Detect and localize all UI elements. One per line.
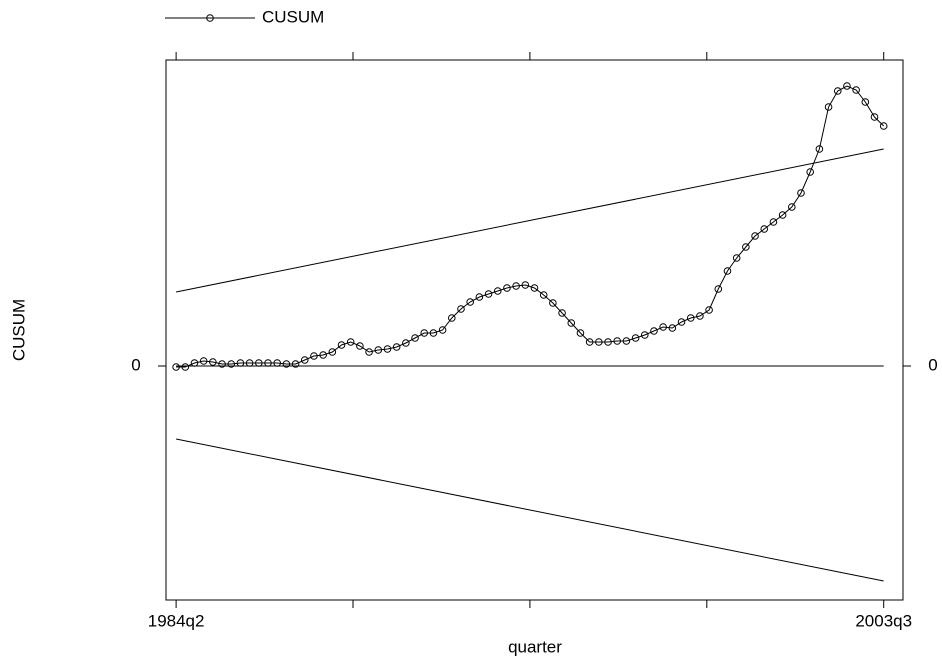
point	[438, 326, 447, 334]
point	[696, 312, 704, 320]
point	[236, 359, 245, 367]
point	[328, 348, 337, 356]
bound-line-lower	[176, 438, 884, 582]
point	[852, 86, 860, 94]
point	[640, 331, 649, 339]
point	[264, 359, 272, 367]
legend-label: CUSUM	[262, 7, 324, 26]
point	[411, 334, 419, 342]
point	[337, 341, 346, 349]
point	[650, 327, 658, 335]
point	[558, 309, 566, 317]
point	[879, 122, 888, 130]
point	[475, 293, 484, 301]
point	[760, 225, 769, 233]
point	[595, 338, 603, 346]
x-tick-label: 2003q3	[855, 611, 912, 630]
point	[190, 359, 199, 367]
point	[751, 232, 759, 240]
point	[622, 337, 631, 345]
x-axis-title: quarter	[508, 637, 562, 656]
bound-line-upper	[176, 148, 884, 293]
point	[604, 338, 612, 346]
point	[245, 359, 254, 367]
point	[282, 360, 291, 368]
point	[273, 359, 281, 367]
point	[512, 282, 520, 290]
point	[659, 323, 667, 331]
point	[181, 363, 190, 371]
plot-frame	[165, 59, 904, 601]
point	[686, 314, 695, 322]
point	[723, 267, 732, 275]
point	[420, 329, 429, 337]
series-line	[176, 85, 885, 368]
point	[319, 351, 327, 359]
y2-tick-label: 0	[928, 355, 937, 374]
point	[493, 287, 502, 295]
point	[585, 338, 594, 346]
point	[346, 338, 355, 346]
point	[447, 314, 456, 322]
point	[374, 346, 383, 354]
point	[429, 329, 438, 337]
point	[824, 103, 833, 111]
point	[788, 203, 796, 211]
point	[576, 329, 585, 337]
point	[466, 298, 474, 306]
point	[310, 352, 318, 360]
point	[567, 319, 576, 327]
point	[300, 356, 309, 364]
point	[677, 318, 686, 326]
point	[530, 284, 539, 292]
point	[732, 254, 741, 262]
point	[778, 211, 787, 219]
point	[549, 299, 557, 307]
point	[356, 342, 364, 350]
point	[714, 285, 723, 293]
point	[383, 345, 392, 353]
point	[705, 306, 713, 314]
point	[402, 339, 410, 347]
point	[392, 343, 401, 351]
point	[769, 218, 778, 226]
point	[503, 284, 511, 292]
point	[833, 87, 842, 95]
y-tick-label: 0	[131, 355, 140, 374]
point	[457, 305, 465, 313]
point	[199, 357, 208, 365]
point	[291, 360, 300, 368]
point	[365, 348, 373, 356]
point	[613, 337, 622, 345]
point	[218, 360, 226, 368]
point	[539, 291, 548, 299]
point	[806, 168, 814, 176]
point	[521, 281, 530, 289]
point	[742, 243, 750, 251]
point	[172, 363, 180, 371]
point	[843, 82, 851, 90]
point	[797, 189, 805, 197]
point	[227, 360, 236, 368]
x-tick-label: 1984q2	[148, 611, 205, 630]
point	[484, 290, 493, 298]
y-axis-title: CUSUM	[9, 299, 28, 361]
point	[668, 324, 677, 332]
point	[861, 98, 870, 106]
point	[631, 334, 640, 342]
point	[255, 359, 263, 367]
point	[815, 145, 824, 153]
point	[870, 113, 879, 121]
point	[209, 358, 217, 366]
legend-marker	[206, 14, 214, 22]
